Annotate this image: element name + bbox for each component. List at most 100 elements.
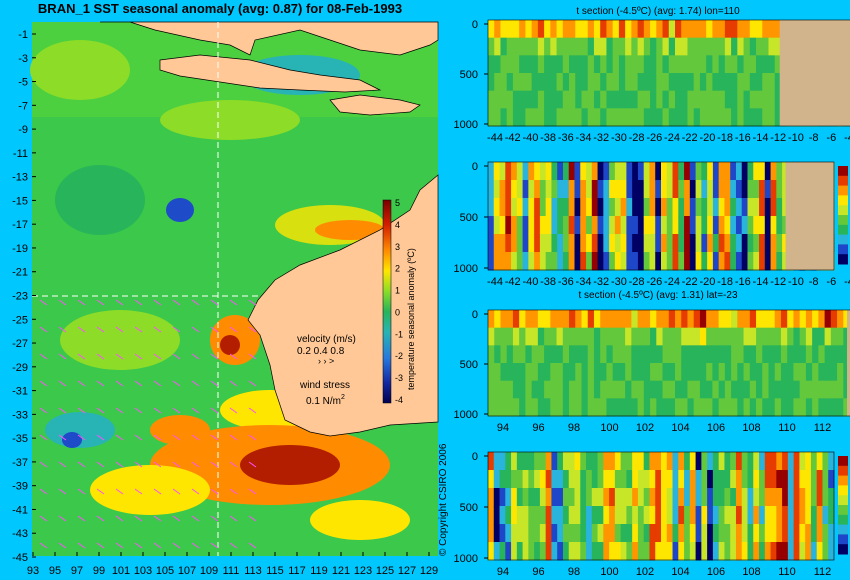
section-cell [522,488,529,507]
section-cell [730,198,737,217]
section-cell [575,345,582,364]
section-cell [666,162,674,181]
wind-arrows [39,299,257,549]
section-cell [695,488,702,507]
section-cell [730,162,737,181]
section-cell [759,488,766,507]
section-cell [505,452,512,471]
section-cell [731,327,738,346]
section-cell [534,234,541,253]
section-cell [488,452,495,471]
section-cell [718,234,725,253]
section-cell [519,20,526,39]
section-cell [672,180,679,199]
wind-arrow [115,326,124,333]
section-cell [731,398,738,417]
section-cell [655,180,662,199]
section-cell [544,398,551,417]
section-cell [662,20,670,39]
x-tick-label: -20 [699,276,715,288]
section-cell [600,90,607,109]
section-cell [731,310,738,329]
section-cell [689,234,697,253]
section-cell [718,542,725,561]
section-cell [516,452,524,471]
section-cell [684,198,691,217]
section-cell [626,488,633,507]
section-cell [693,108,701,127]
section-cell [776,216,783,235]
section-cell [531,90,539,109]
section-cell [550,380,558,399]
section-cell [749,37,757,56]
section-cell [824,380,832,399]
lon-tick-label: 121 [332,565,350,577]
section-cell [718,310,726,329]
section-cell [718,108,726,127]
section-cell [735,180,743,199]
section-cell [741,162,748,181]
section-cell [494,398,501,417]
section-cell [799,452,806,471]
section-cell [637,488,645,507]
section-cell [824,310,832,329]
section-cell [625,20,632,39]
section-cell [747,216,754,235]
section-cell [586,252,593,271]
section-cell [539,216,547,235]
section-cell [500,73,508,92]
section-cell [614,198,622,217]
section-cell [712,73,720,92]
wind-arrow [134,542,143,549]
section-cell [684,216,691,235]
section-cell [776,506,783,525]
lon-tick-label: 123 [354,565,372,577]
section-cell [675,345,682,364]
section-cell [562,55,570,74]
section-cell [656,37,664,56]
section-cell [586,488,593,507]
x-tick-label: -36 [558,132,574,144]
section-cell [718,37,726,56]
section-cell [591,162,599,181]
section-cell [637,524,645,543]
section-cell [666,524,674,543]
section-cell [557,162,564,181]
section-cell [612,73,620,92]
section-cell [488,380,495,399]
section-cell [818,310,826,329]
section-cell [488,180,495,199]
section-cell [522,506,529,525]
section-cell [718,198,725,217]
lat-tick-label: -9 [18,124,28,136]
wind-arrow [39,353,48,360]
section-cell [512,37,520,56]
section-cell [632,180,639,199]
section-cell [551,542,558,561]
section-cell [818,327,826,346]
section-cell [537,20,545,39]
section-cell [828,452,835,471]
section-cell [562,310,570,329]
section-cell [712,345,720,364]
section-cell [672,542,679,561]
wind-arrow [134,488,143,495]
section-cell [689,216,697,235]
section-cell [743,108,751,127]
section-cell [591,252,599,271]
section-cell [776,234,783,253]
section-cell [562,363,570,382]
section-cell [718,380,726,399]
section-cell [731,108,738,127]
section-cell [544,73,551,92]
section-cell [643,252,650,271]
section-cell [643,380,651,399]
section-cell [632,542,639,561]
section-cell [631,310,639,329]
section-cell [756,380,763,399]
wind-arrow [96,407,105,414]
section-cell [603,470,610,489]
section-cell [531,55,539,74]
section-cell [724,506,731,525]
